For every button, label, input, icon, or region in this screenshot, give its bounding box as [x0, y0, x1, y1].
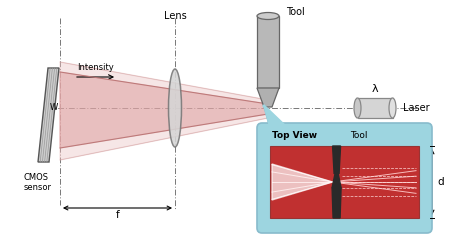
Text: λ: λ — [372, 84, 378, 94]
Text: W: W — [50, 102, 58, 112]
Text: Top View: Top View — [272, 131, 317, 139]
Text: sensor: sensor — [24, 183, 52, 192]
Polygon shape — [333, 146, 341, 173]
Text: Tool: Tool — [286, 7, 305, 17]
Ellipse shape — [257, 12, 279, 19]
Text: Laser: Laser — [402, 103, 429, 113]
Polygon shape — [38, 68, 59, 162]
Bar — [270, 146, 419, 218]
Ellipse shape — [389, 98, 396, 118]
Text: Lens: Lens — [164, 11, 186, 21]
Ellipse shape — [354, 98, 361, 118]
Polygon shape — [332, 173, 341, 188]
Text: Intensity: Intensity — [77, 64, 114, 72]
Polygon shape — [264, 106, 287, 128]
Polygon shape — [60, 72, 268, 148]
Text: d: d — [437, 177, 444, 187]
Polygon shape — [272, 164, 333, 200]
Polygon shape — [332, 188, 341, 218]
Polygon shape — [257, 88, 279, 107]
Text: Tool: Tool — [350, 131, 368, 139]
Ellipse shape — [168, 69, 181, 147]
Text: CMOS: CMOS — [24, 173, 49, 182]
FancyBboxPatch shape — [257, 123, 432, 233]
Bar — [357, 98, 392, 118]
FancyBboxPatch shape — [257, 16, 279, 88]
Polygon shape — [60, 62, 268, 160]
Text: f: f — [116, 210, 119, 220]
